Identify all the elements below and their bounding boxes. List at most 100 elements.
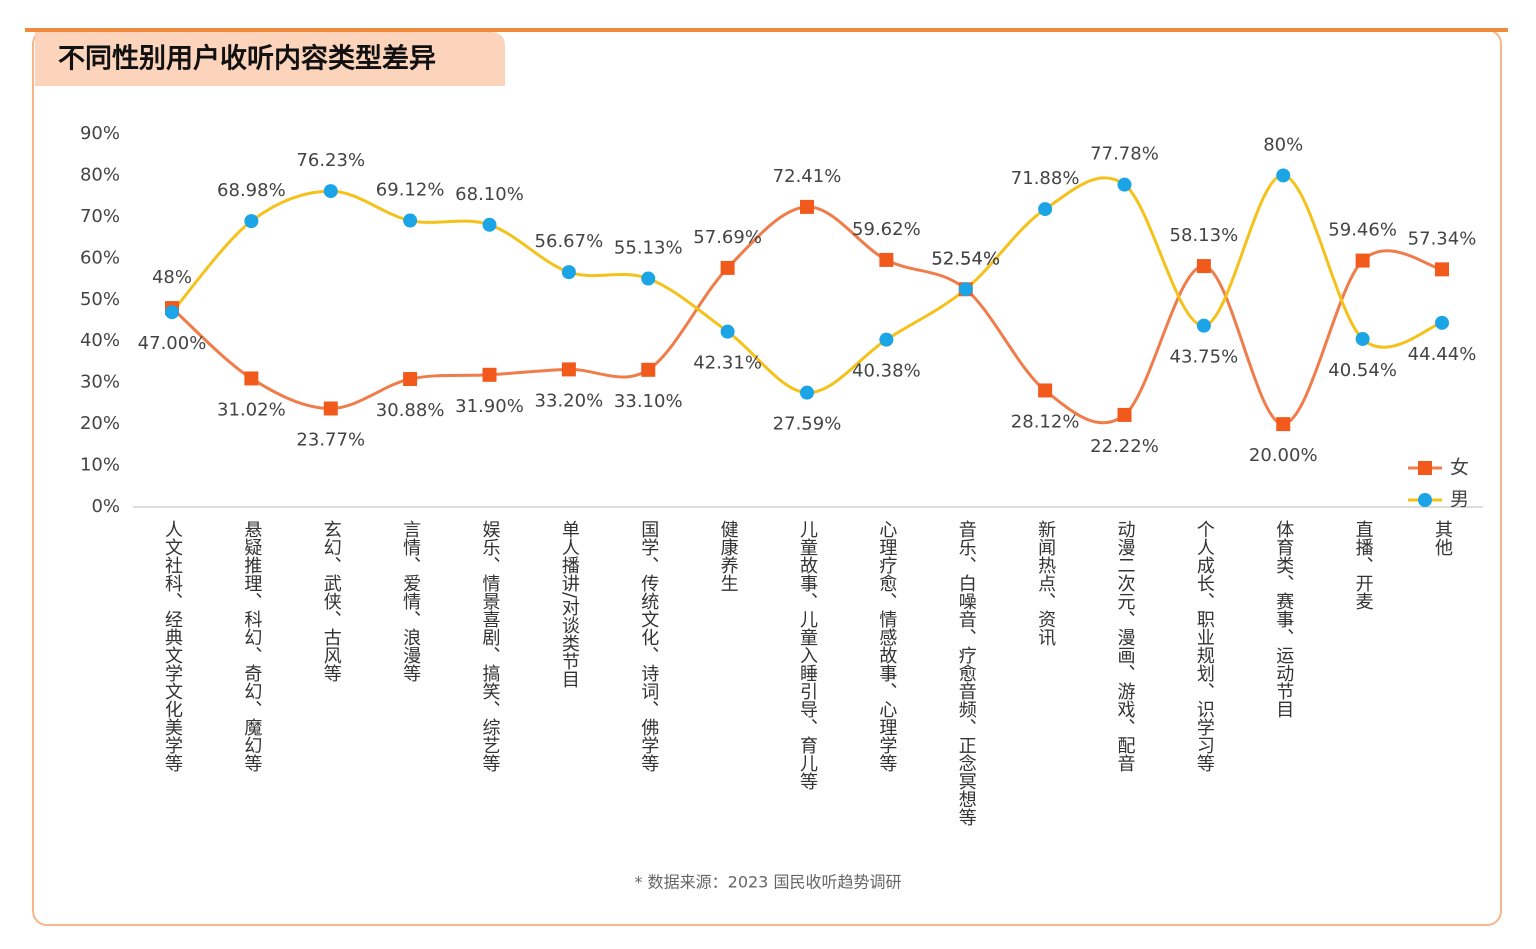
x-tick-label: 国学、传统文化、诗词、佛学等: [638, 520, 659, 772]
data-label: 77.78%: [1090, 144, 1159, 165]
data-point: [1196, 259, 1211, 274]
legend-label: 男: [1450, 489, 1469, 511]
data-label: 59.46%: [1328, 220, 1397, 241]
data-point: [641, 271, 656, 286]
data-point: [165, 305, 179, 320]
data-label: 20.00%: [1249, 445, 1318, 466]
y-tick-label: 0%: [91, 496, 120, 517]
x-tick-label: 单人播讲/对谈类节目: [559, 520, 580, 688]
data-label: 76.23%: [296, 150, 365, 171]
data-label: 43.75%: [1170, 347, 1239, 368]
data-label: 47.00%: [138, 333, 207, 354]
data-label: 23.77%: [296, 429, 365, 450]
data-point: [879, 252, 894, 267]
data-point: [720, 324, 735, 339]
legend-label: 女: [1450, 457, 1469, 479]
series-line: [170, 173, 1443, 395]
data-point: [641, 362, 656, 377]
data-label: 80%: [1263, 134, 1303, 155]
x-tick-label: 体育类、赛事、运动节目: [1273, 520, 1294, 718]
data-point: [403, 213, 418, 228]
x-tick-label: 直播、开麦: [1353, 520, 1374, 610]
data-label: 59.62%: [852, 219, 921, 240]
y-tick-label: 20%: [80, 413, 120, 434]
x-tick-label: 其他: [1432, 520, 1453, 556]
data-point: [1117, 177, 1132, 192]
data-point: [1276, 168, 1291, 183]
data-point: [1276, 417, 1291, 432]
y-tick-label: 80%: [80, 164, 120, 185]
data-point: [561, 362, 576, 377]
x-tick-label: 娱乐、情景喜剧、搞笑、综艺等: [480, 520, 501, 772]
x-tick-label: 人文社科、经典文学文化美学等: [162, 520, 183, 772]
x-tick-label: 言情、爱情、浪漫等: [400, 520, 421, 682]
x-tick-label: 儿童故事、儿童入睡引导、育儿等: [797, 520, 818, 790]
x-tick-label: 音乐、白噪音、疗愈音频、正念冥想等: [956, 520, 977, 826]
data-point: [800, 199, 814, 214]
data-point: [1355, 331, 1370, 346]
data-point: [561, 265, 576, 280]
x-tick-label: 健康养生: [718, 520, 739, 592]
data-label: 31.90%: [455, 396, 524, 417]
data-point: [323, 401, 338, 416]
data-label: 72.41%: [773, 166, 842, 187]
data-label: 40.54%: [1328, 360, 1397, 381]
data-label: 40.38%: [852, 361, 921, 382]
data-point: [879, 332, 894, 347]
x-tick-label: 悬疑推理、科幻、奇幻、魔幻等: [241, 520, 262, 772]
y-tick-label: 40%: [80, 330, 120, 351]
y-tick-label: 10%: [80, 455, 120, 476]
x-tick-label: 动漫二次元、漫画、游戏、配音: [1115, 520, 1136, 772]
legend-marker: [1418, 493, 1432, 507]
data-label: 58.13%: [1170, 225, 1239, 246]
data-label: 27.59%: [773, 414, 842, 435]
data-label: 33.20%: [535, 390, 604, 411]
data-point: [403, 372, 418, 387]
frame: [32, 29, 1502, 926]
data-point: [1038, 383, 1053, 398]
y-tick-label: 50%: [80, 289, 120, 310]
data-point: [244, 371, 259, 386]
data-label: 69.12%: [376, 180, 445, 201]
data-label: 33.10%: [614, 391, 683, 412]
data-point: [482, 367, 497, 382]
data-point: [1117, 407, 1132, 422]
data-point: [482, 217, 497, 232]
data-point: [1435, 262, 1449, 277]
data-label: 68.98%: [217, 180, 286, 201]
x-tick-label: 玄幻、武侠、古风等: [321, 520, 342, 682]
data-point: [720, 260, 735, 275]
data-label: 42.31%: [693, 353, 762, 374]
data-point: [800, 385, 814, 400]
data-point: [244, 214, 259, 229]
data-label: 22.22%: [1090, 436, 1159, 457]
y-tick-label: 60%: [80, 247, 120, 268]
y-tick-label: 30%: [80, 372, 120, 393]
source-note: * 数据来源：2023 国民收听趋势调研: [635, 873, 902, 892]
legend-marker: [1418, 461, 1432, 475]
data-point: [323, 184, 338, 199]
data-label: 57.69%: [693, 227, 762, 248]
data-label: 48%: [152, 267, 192, 288]
data-label: 57.34%: [1408, 228, 1477, 249]
data-label: 55.13%: [614, 238, 683, 259]
data-point: [958, 282, 973, 297]
data-label: 68.10%: [455, 184, 524, 205]
chart-title: 不同性别用户收听内容类型差异: [58, 43, 436, 75]
data-label: 71.88%: [1011, 168, 1080, 189]
x-tick-label: 个人成长、职业规划、识学习等: [1194, 520, 1215, 772]
data-point: [1038, 202, 1053, 217]
data-point: [1435, 315, 1449, 330]
data-point: [1196, 318, 1211, 333]
data-label: 28.12%: [1011, 411, 1080, 432]
x-tick-label: 新闻热点、资讯: [1035, 520, 1056, 646]
data-label: 30.88%: [376, 400, 445, 421]
data-label: 52.54%: [931, 248, 1000, 269]
data-label: 56.67%: [535, 231, 604, 252]
data-point: [1355, 253, 1370, 268]
data-label: 44.44%: [1408, 344, 1477, 365]
x-tick-label: 心理疗愈、情感故事、心理学等: [876, 520, 897, 772]
y-tick-label: 90%: [80, 123, 120, 144]
title-tab: [35, 32, 505, 86]
